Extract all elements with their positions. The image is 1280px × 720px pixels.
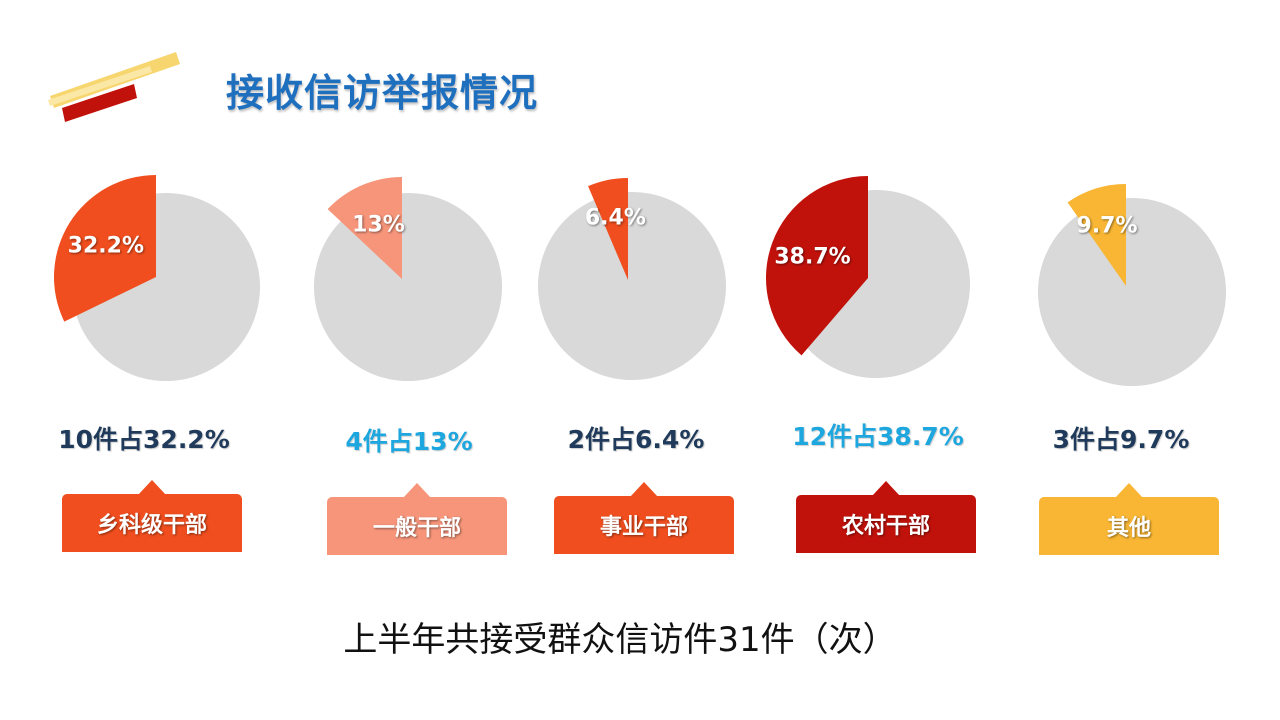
pie-4-percent-label: 38.7% [774,244,851,270]
pie-4-category-tag: 农村干部 [796,481,976,553]
pie-1-count-label: 10件占32.2% [58,425,230,454]
pie-4-count-label: 12件占38.7% [792,422,964,451]
pie-3-slice [588,178,628,280]
pie-3-category-tag: 事业干部 [554,482,734,554]
pie-2-category-label: 一般干部 [372,516,461,541]
page-title: 接收信访举报情况 [226,71,539,115]
pie-2-category-tag: 一般干部 [327,483,507,555]
pie-3-category-label: 事业干部 [599,515,688,540]
pie-5-category-label: 其他 [1106,516,1151,541]
pie-2-percent-label: 13% [352,212,405,238]
pie-3-count-label: 2件占6.4% [567,425,705,454]
pie-5-percent-label: 9.7% [1076,213,1138,239]
pie-1-category-tag: 乡科级干部 [62,480,242,552]
pie-2-count-label: 4件占13% [345,427,473,456]
pie-2-slice [327,177,402,279]
pie-3-remainder [538,192,726,380]
pie-3-percent-label: 6.4% [584,205,646,231]
pie-5-category-tag: 其他 [1039,483,1219,555]
pie-1-percent-label: 32.2% [67,233,145,259]
pie-5-count-label: 3件占9.7% [1052,425,1190,454]
summary-text: 上半年共接受群众信访件31件（次） [343,620,897,660]
pie-1-category-label: 乡科级干部 [96,513,207,538]
pie-5-slice [1067,184,1126,286]
pie-4-slice [766,176,868,356]
pie-1-slice [54,175,156,322]
pie-5-remainder [1038,198,1226,386]
pie-4-category-label: 农村干部 [841,514,930,539]
